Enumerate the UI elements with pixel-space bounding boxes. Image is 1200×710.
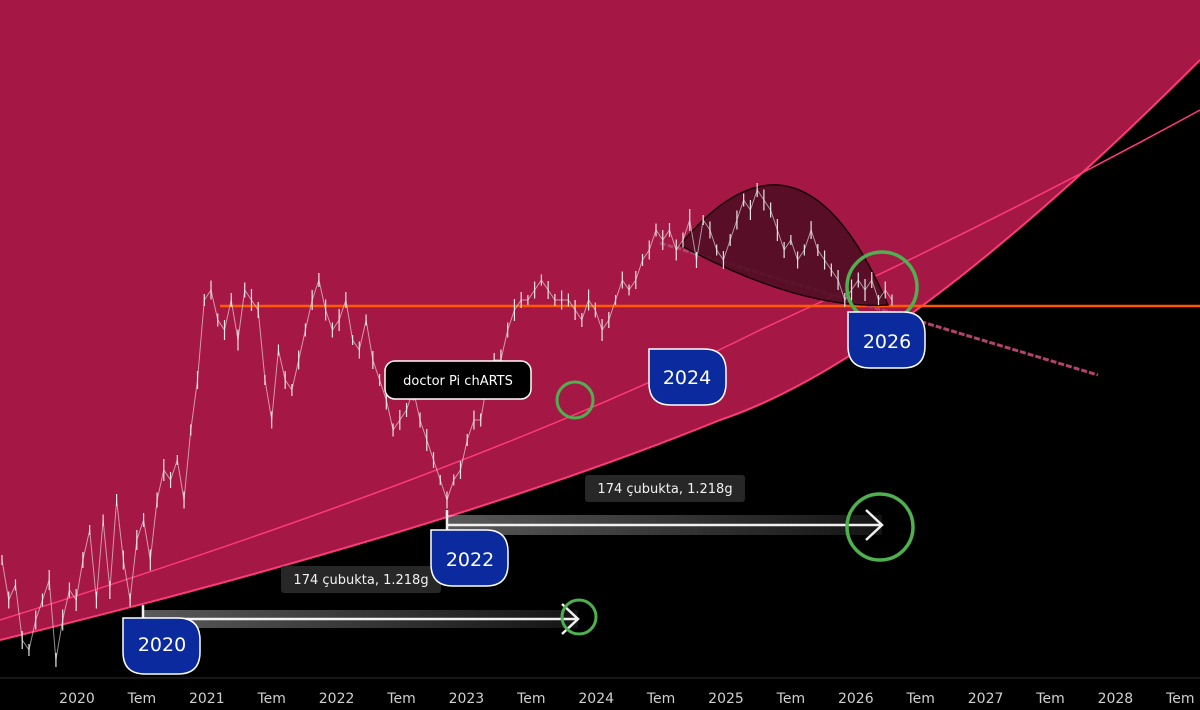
x-tick-label: Tem [776,691,805,707]
x-tick-label: 2021 [189,691,225,707]
circle-marker-target-2026 [845,492,915,562]
circle-marker-2023 [555,380,595,420]
x-tick-label: 2024 [578,691,614,707]
x-tick-label: 2022 [319,691,355,707]
svg-text:2022: 2022 [446,549,494,571]
x-tick-label: Tem [516,691,545,707]
x-axis-ticks: 2020 Tem 2021 Tem 2022 Tem 2023 Tem 2024 Tem 2025 T… [59,691,1194,707]
x-tick-label: 2023 [449,691,485,707]
svg-text:174 çubukta, 1.218g: 174 çubukta, 1.218g [597,482,732,497]
circle-marker-target-2024 [560,598,598,636]
x-tick-label: 2026 [838,691,874,707]
x-tick-label: 2027 [968,691,1004,707]
x-tick-label: Tem [905,691,934,707]
x-tick-label: 2028 [1098,691,1134,707]
band-edge-inner [0,109,1200,621]
x-tick-label: Tem [386,691,415,707]
year-bubble-2024: 2024 [648,348,727,406]
svg-text:2024: 2024 [663,367,711,389]
price-line [1,188,893,661]
price-series [1,183,893,667]
year-bubble-2020: 2020 [122,617,201,675]
band-edge-lower [0,59,1200,641]
svg-text:2020: 2020 [138,634,186,656]
year-bubble-2026: 2026 [847,311,926,369]
x-tick-label: 2025 [708,691,744,707]
band-area [0,0,1200,640]
x-tick-label: Tem [127,691,156,707]
year-bubble-2022: 2022 [430,529,509,587]
x-axis-band [0,678,1200,710]
svg-text:174 çubukta, 1.218g: 174 çubukta, 1.218g [293,573,428,588]
x-tick-label: Tem [646,691,675,707]
measure-arrow-2022 [445,509,884,541]
x-tick-label: Tem [1035,691,1064,707]
svg-text:2026: 2026 [863,331,911,353]
bars-label-2022: 174 çubukta, 1.218g [585,475,745,502]
x-tick-label: Tem [1165,691,1194,707]
x-tick-label: 2020 [59,691,95,707]
watermark-label: doctor Pi chARTS [384,360,532,400]
svg-text:doctor Pi chARTS: doctor Pi chARTS [403,374,513,389]
bars-label-2020: 174 çubukta, 1.218g [281,566,441,593]
x-tick-label: Tem [256,691,285,707]
